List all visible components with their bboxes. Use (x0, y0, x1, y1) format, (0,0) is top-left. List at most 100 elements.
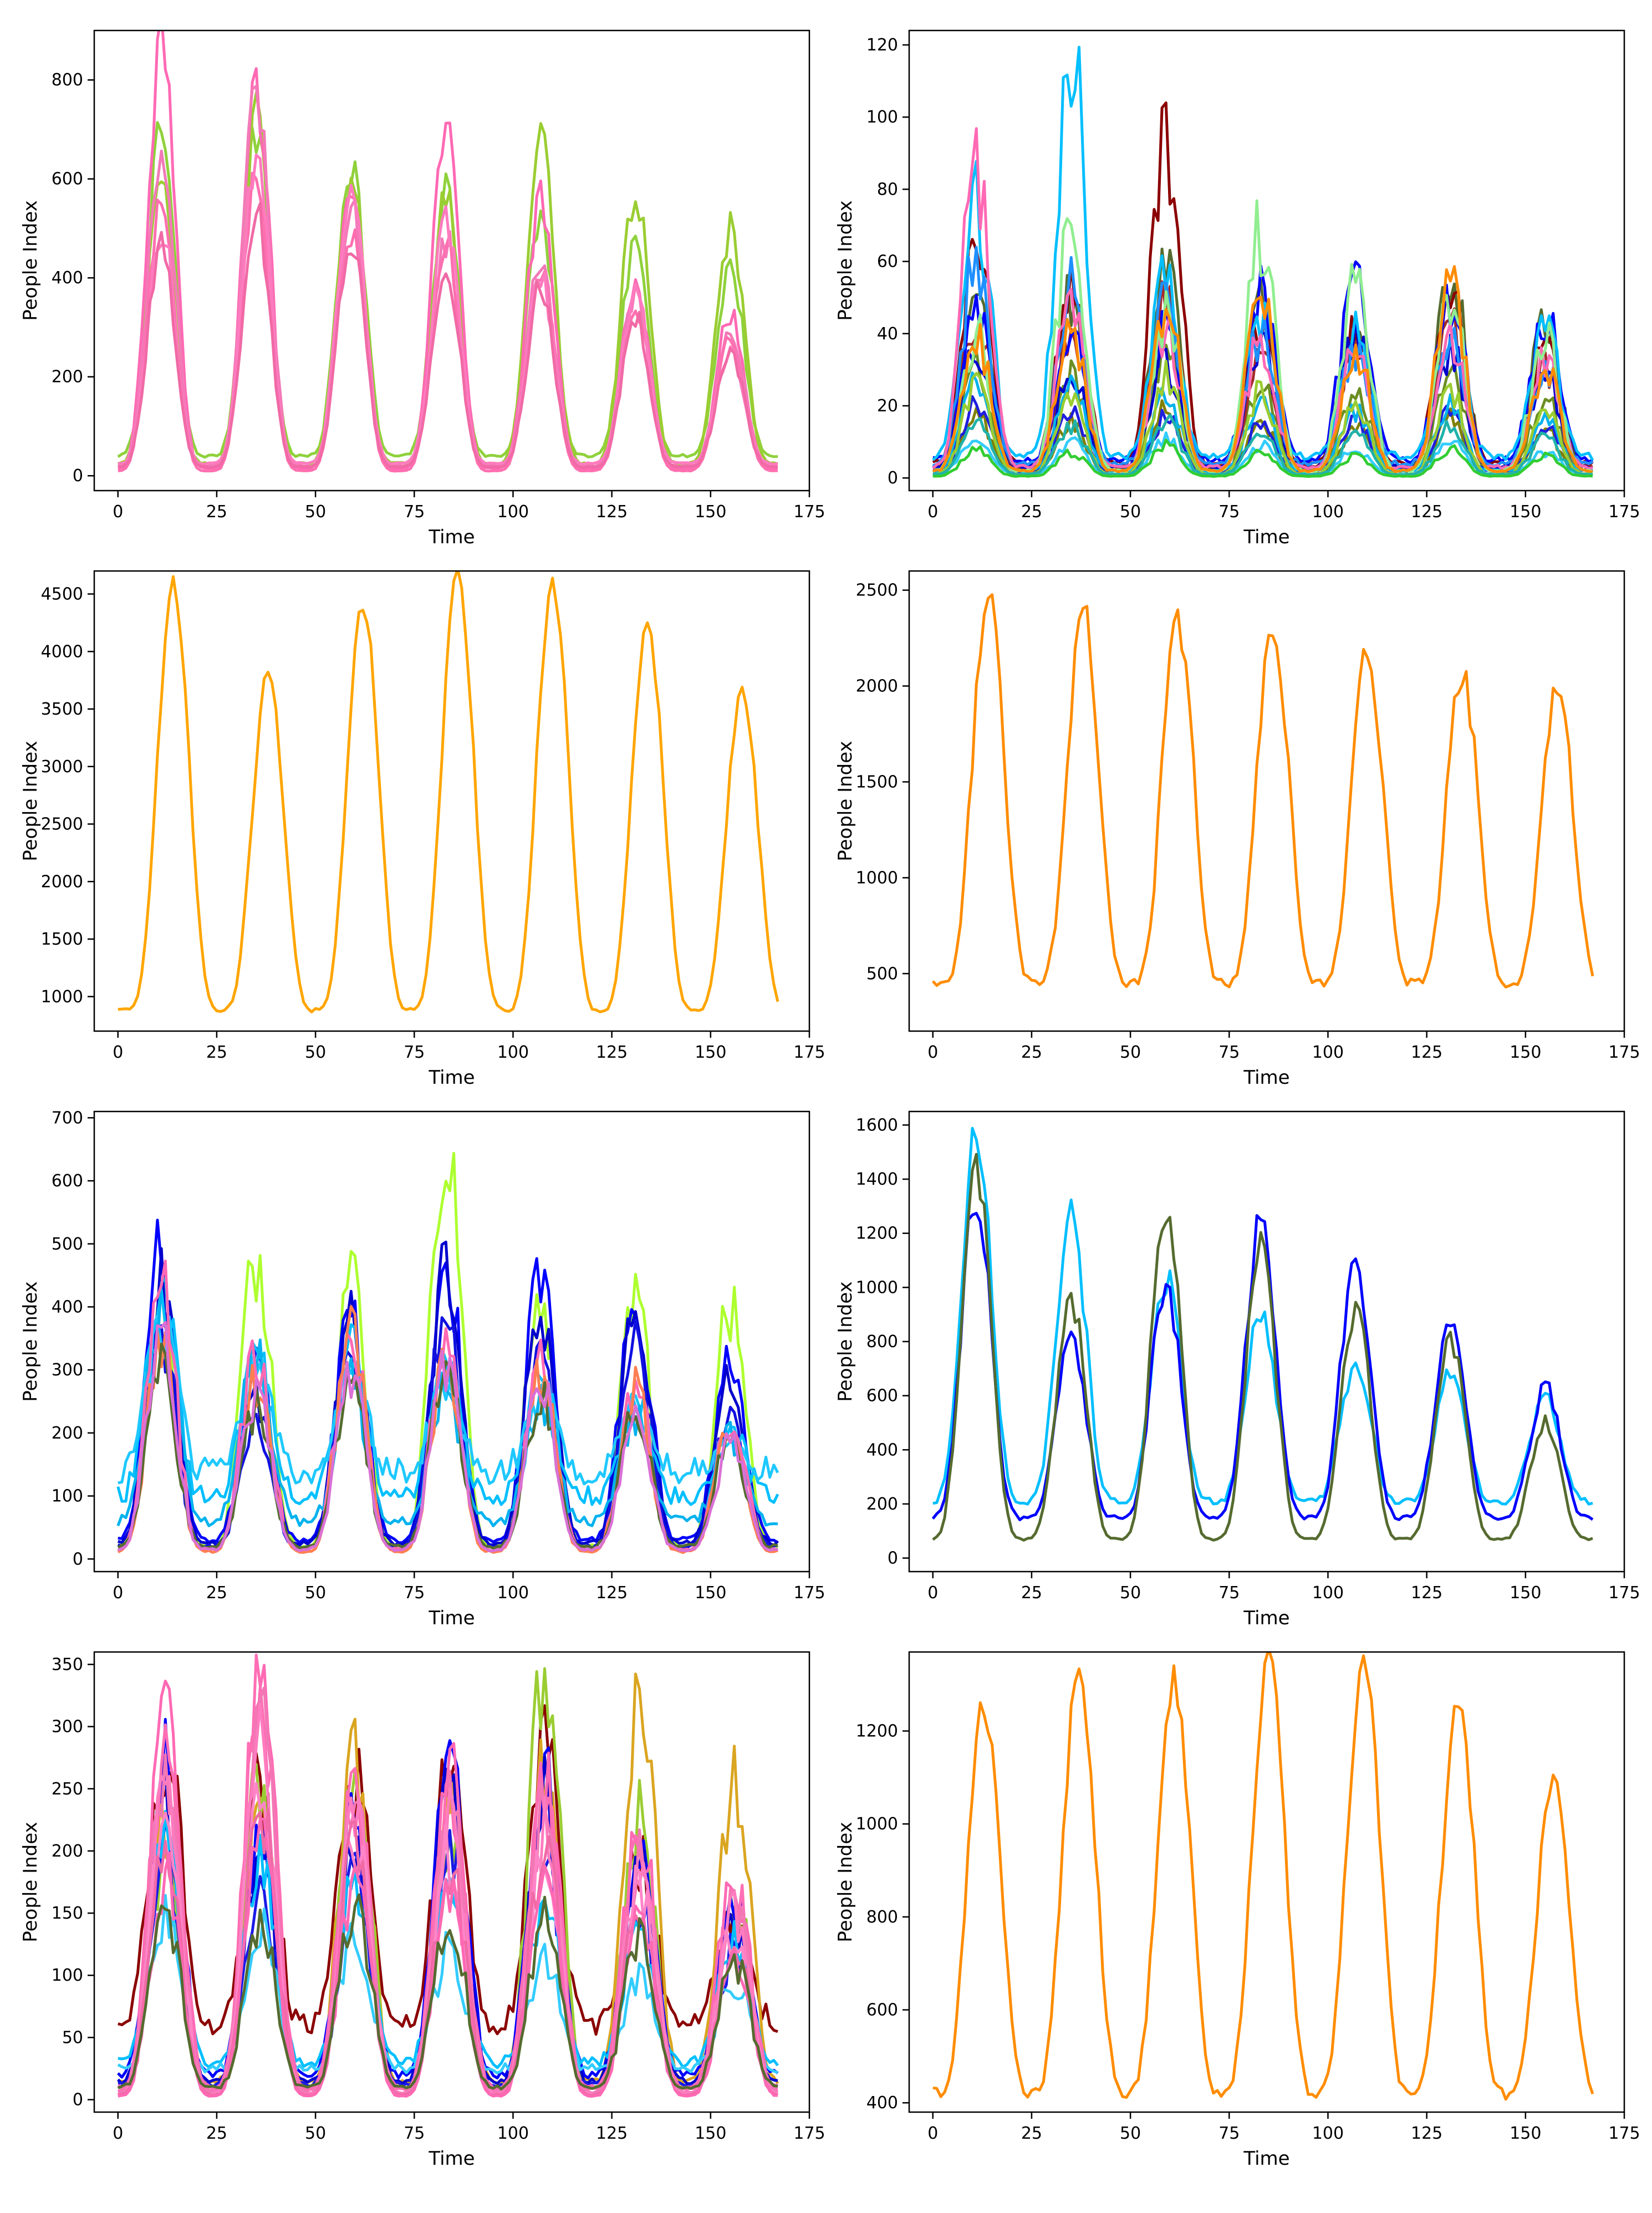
x-tick-label: 150 (1510, 1583, 1541, 1603)
x-tick-label: 150 (1510, 502, 1541, 522)
x-tick-label: 25 (1021, 502, 1042, 522)
x-tick-label: 0 (113, 1583, 123, 1603)
y-tick-label: 100 (52, 1487, 83, 1506)
x-tick-label: 25 (1021, 1043, 1042, 1062)
y-tick-label: 1000 (856, 868, 898, 888)
series-line-skyblue-3 (116, 1277, 778, 1527)
x-tick-label: 75 (404, 1583, 425, 1603)
x-axis-title: Time (1243, 2148, 1289, 2170)
x-tick-label: 0 (113, 1043, 123, 1062)
x-tick-label: 175 (793, 2124, 825, 2143)
y-axis-title: People Index (834, 200, 856, 320)
x-tick-label: 100 (1312, 2124, 1344, 2143)
x-tick-label: 50 (1120, 1583, 1141, 1603)
plot-frame (908, 29, 1625, 492)
x-tick-label: 175 (1608, 2124, 1640, 2143)
chart-svg: 0 25 50 75 100 125 150 175 1000 1500 2000 2500 3000 3… (19, 570, 825, 1089)
chart-svg: 0 25 50 75 100 125 150 175 500 1000 1500 2000 2500 Ti… (834, 570, 1640, 1089)
series-line-darkorange (932, 1652, 1594, 2101)
plot-frame (93, 29, 810, 492)
y-tick-label: 1600 (856, 1115, 898, 1135)
series-line-darkolive (932, 1153, 1593, 1542)
chart-panel-row3-right: 0 25 50 75 100 125 150 175 0 200 400 600 800 1000 1200… (832, 1100, 1641, 1638)
x-tick-label: 75 (404, 502, 425, 522)
y-tick-label: 1000 (856, 1278, 898, 1297)
y-tick-label: 0 (73, 1549, 83, 1569)
x-tick-label: 75 (1218, 502, 1240, 522)
y-tick-label: 700 (52, 1108, 83, 1128)
x-tick-label: 75 (404, 2124, 425, 2143)
series-line-teal-1 (932, 414, 1593, 477)
series-group (118, 571, 779, 1013)
x-tick-label: 125 (1411, 2124, 1442, 2143)
y-tick-label: 1200 (856, 1722, 898, 1741)
x-tick-label: 25 (1021, 1583, 1042, 1603)
x-tick-label: 0 (927, 1043, 938, 1062)
plot-frame (908, 570, 1625, 1032)
x-tick-label: 150 (695, 502, 726, 522)
chart-svg: 0 25 50 75 100 125 150 175 0 200 400 600 800 1000 1200… (834, 1110, 1640, 1629)
y-tick-label: 120 (866, 35, 898, 55)
y-tick-label: 20 (877, 396, 898, 416)
y-tick-label: 2000 (856, 677, 898, 696)
y-tick-label: 1400 (856, 1170, 898, 1189)
series-line-orchid (117, 1320, 778, 1553)
y-tick-label: 600 (52, 1171, 83, 1191)
y-tick-label: 3000 (41, 757, 83, 777)
plot-frame (908, 1651, 1625, 2113)
x-tick-label: 75 (404, 1043, 425, 1062)
y-axis-title: People Index (19, 200, 42, 320)
x-tick-label: 150 (1510, 1043, 1541, 1062)
chart-panel-row2-left: 0 25 50 75 100 125 150 175 1000 1500 2000 2500 3000 3… (17, 560, 826, 1098)
y-axis-title: People Index (834, 1281, 856, 1401)
y-tick-label: 1500 (41, 930, 83, 949)
x-tick-label: 125 (1411, 1583, 1442, 1603)
chart-svg: 0 25 50 75 100 125 150 175 0 100 200 300 400 500 600 70… (19, 1108, 825, 1629)
y-tick-label: 100 (866, 108, 898, 127)
series-group (117, 1653, 779, 2098)
y-tick-label: 3500 (41, 700, 83, 719)
x-tick-label: 150 (695, 1043, 726, 1062)
y-tick-label: 500 (52, 1235, 83, 1254)
x-tick-label: 175 (1608, 502, 1640, 522)
plot-frame (93, 1110, 810, 1573)
x-tick-label: 75 (1218, 1583, 1240, 1603)
y-tick-label: 150 (52, 1904, 83, 1923)
x-tick-label: 50 (1120, 502, 1141, 522)
series-line-green-1 (932, 438, 1593, 478)
x-tick-label: 0 (113, 2124, 123, 2143)
plot-frame (93, 570, 810, 1032)
y-tick-label: 200 (52, 368, 83, 387)
series-line-pink-7 (118, 1817, 778, 2098)
y-axis-title: People Index (19, 1281, 42, 1401)
y-tick-label: 0 (888, 468, 898, 488)
x-tick-label: 25 (206, 1043, 227, 1062)
x-tick-label: 125 (1411, 1043, 1442, 1062)
x-tick-label: 50 (305, 2124, 326, 2143)
x-tick-label: 175 (1608, 1583, 1640, 1603)
y-tick-label: 600 (866, 1386, 898, 1406)
y-tick-label: 800 (52, 70, 83, 90)
series-line-blue-3 (117, 1316, 778, 1550)
x-axis-title: Time (428, 526, 475, 548)
x-tick-label: 50 (305, 502, 326, 522)
chart-svg: 0 25 50 75 100 125 150 175 400 600 800 1000 1200 Time… (834, 1651, 1640, 2170)
y-tick-label: 50 (62, 2028, 83, 2047)
x-tick-label: 100 (497, 1043, 529, 1062)
x-axis-title: Time (1243, 526, 1289, 548)
y-tick-label: 1200 (856, 1224, 898, 1243)
series-line-pink-1 (117, 1260, 779, 1552)
y-tick-label: 2500 (856, 581, 898, 600)
y-tick-label: 400 (866, 1440, 898, 1460)
x-tick-label: 25 (206, 2124, 227, 2143)
chart-svg: 0 25 50 75 100 125 150 175 0 50 100 150 200 250 300 350… (19, 1651, 825, 2170)
x-tick-label: 50 (1120, 1043, 1141, 1062)
x-tick-label: 0 (113, 502, 123, 522)
series-group (932, 45, 1594, 478)
y-tick-label: 300 (52, 1717, 83, 1737)
series-line-darkred-1 (932, 101, 1594, 468)
x-tick-label: 125 (596, 1583, 628, 1603)
y-axis-title: People Index (834, 1822, 856, 1942)
x-tick-label: 175 (793, 1043, 825, 1062)
series-line-darkorange (931, 593, 1594, 988)
